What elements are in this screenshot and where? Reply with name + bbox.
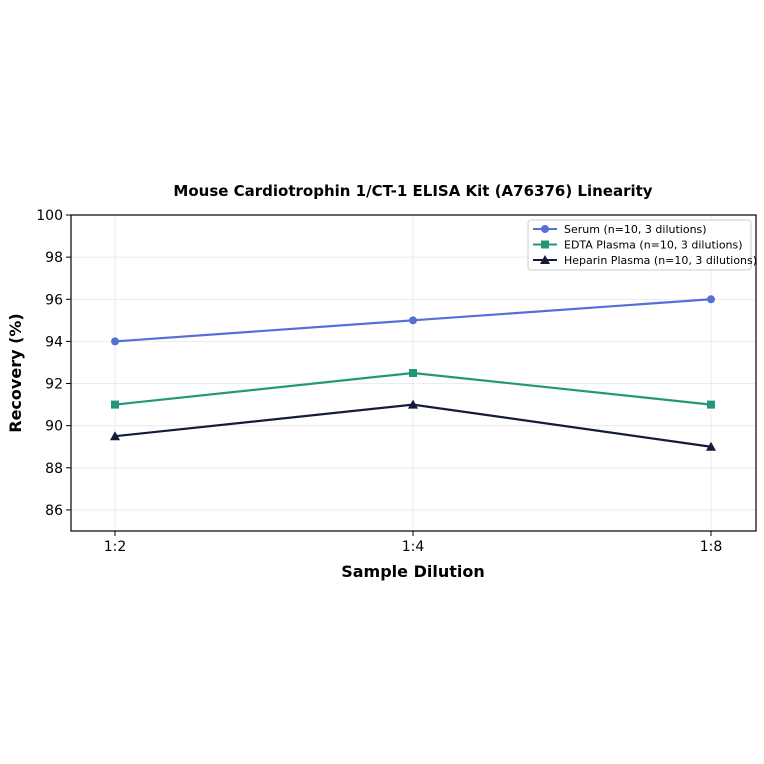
legend-item: Heparin Plasma (n=10, 3 dilutions)	[533, 254, 757, 267]
y-tick-label: 98	[45, 250, 63, 266]
series-2	[111, 369, 715, 409]
series-1	[111, 295, 715, 346]
data-point	[409, 369, 417, 377]
data-point	[110, 431, 120, 441]
x-axis-label: Sample Dilution	[341, 562, 485, 581]
data-point	[111, 400, 119, 409]
y-tick-label: 96	[45, 292, 63, 308]
legend-marker	[541, 225, 549, 233]
legend-label: Serum (n=10, 3 dilutions)	[564, 223, 707, 236]
y-tick-label: 92	[45, 377, 63, 393]
chart-title: Mouse Cardiotrophin 1/CT-1 ELISA Kit (A7…	[173, 182, 652, 200]
legend-marker	[540, 255, 550, 264]
y-tick-label: 100	[36, 208, 63, 224]
y-axis: 86 88 90 92 94 96 98 100	[36, 208, 71, 519]
data-point	[706, 441, 716, 451]
y-tick-label: 94	[45, 334, 63, 350]
data-point	[111, 337, 119, 346]
legend: Serum (n=10, 3 dilutions) EDTA Plasma (n=…	[527, 219, 757, 271]
legend-label: Heparin Plasma (n=10, 3 dilutions)	[564, 254, 757, 267]
legend-item: Serum (n=10, 3 dilutions)	[533, 223, 707, 236]
legend-label: EDTA Plasma (n=10, 3 dilutions)	[564, 239, 743, 252]
x-tick-label: 1:8	[700, 539, 723, 555]
x-tick-label: 1:4	[402, 539, 425, 555]
legend-item: EDTA Plasma (n=10, 3 dilutions)	[533, 239, 743, 252]
y-tick-label: 90	[45, 419, 63, 435]
data-point	[707, 400, 715, 409]
data-point	[707, 295, 715, 304]
y-tick-label: 88	[45, 461, 63, 477]
legend-marker	[541, 240, 549, 249]
series-3	[110, 399, 716, 451]
data-point	[409, 316, 417, 325]
x-tick-label: 1:2	[104, 539, 127, 555]
legend-box	[527, 219, 752, 271]
series-group	[110, 295, 716, 451]
x-axis: 1:2 1:4 1:8	[104, 531, 723, 555]
y-tick-label: 86	[45, 503, 63, 519]
data-point	[408, 399, 418, 409]
y-axis-label: Recovery (%)	[6, 313, 25, 432]
